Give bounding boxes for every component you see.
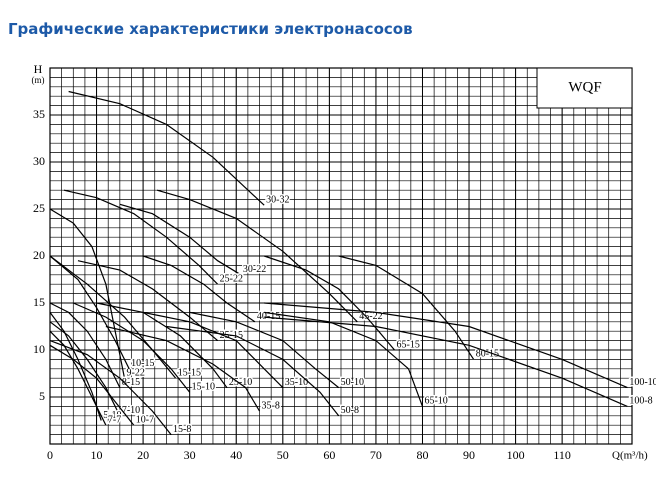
pump-curve — [73, 302, 191, 393]
x-tick-label: 50 — [277, 448, 289, 462]
pump-curve — [166, 325, 340, 417]
curve-label: 35-10 — [285, 377, 308, 388]
pump-curve — [49, 255, 130, 370]
pump-curve — [156, 189, 358, 323]
pump-curve — [263, 255, 396, 351]
curve-label: 40-15 — [257, 311, 280, 322]
y-tick-label: 15 — [33, 295, 45, 309]
pump-curve — [49, 340, 172, 435]
x-tick-label: 60 — [323, 448, 335, 462]
curve-label: 5-10 — [103, 410, 121, 421]
curve-label: 35-8 — [262, 400, 280, 411]
model-box — [536, 67, 633, 109]
curve-label: 25-22 — [220, 273, 243, 284]
curve-label: 15-8 — [173, 424, 191, 435]
curve-label: 7-7 — [108, 414, 121, 425]
pump-curve — [142, 255, 256, 323]
x-axis-label: Q(m³/h) — [612, 450, 648, 462]
pump-curve — [68, 90, 265, 206]
pump-curve — [49, 255, 177, 379]
pump-curve — [105, 325, 261, 412]
pump-curve — [49, 321, 121, 417]
pump-curve — [49, 344, 135, 426]
x-tick-label: 30 — [184, 448, 196, 462]
curve-label: 80-15 — [476, 349, 499, 360]
pump-curve — [63, 189, 219, 285]
y-tick-label: 20 — [33, 248, 45, 262]
x-tick-label: 10 — [91, 448, 103, 462]
model-label: WQF — [568, 79, 601, 95]
pump-curve — [143, 311, 284, 389]
x-tick-label: 40 — [230, 448, 242, 462]
x-tick-label: 70 — [370, 448, 382, 462]
curve-label: 30-32 — [266, 195, 289, 206]
y-tick-label: 35 — [33, 107, 45, 121]
x-tick-label: 90 — [463, 448, 475, 462]
x-tick-label: 80 — [416, 448, 428, 462]
pump-curve — [119, 203, 242, 276]
pump-curve — [77, 260, 219, 342]
x-tick-label: 100 — [507, 448, 525, 462]
y-tick-label: 30 — [33, 154, 45, 168]
pump-curve — [264, 302, 628, 389]
curve-label: 65-10 — [424, 396, 447, 407]
pump-curve — [49, 312, 102, 421]
pump-curve — [264, 316, 628, 407]
pump-curve — [96, 302, 228, 388]
y-axis-unit: (m) — [32, 75, 45, 85]
y-axis-label: H — [34, 62, 43, 76]
curve-label: 9-22 — [126, 367, 144, 378]
x-tick-label: 0 — [47, 448, 53, 462]
curve-label: 8-15 — [122, 377, 140, 388]
curve-label: 100-8 — [629, 396, 652, 407]
curve-label: 10-7 — [136, 414, 154, 425]
y-tick-label: 10 — [33, 342, 45, 356]
curve-label: 50-8 — [341, 405, 359, 416]
y-tick-label: 5 — [39, 389, 45, 403]
pump-curve — [338, 255, 475, 360]
curve-label: 65-15 — [397, 339, 420, 350]
pump-curve — [49, 330, 107, 426]
pump-curve — [49, 302, 121, 388]
curve-label: 50-10 — [341, 377, 364, 388]
curve-label: 15-10 — [192, 382, 215, 393]
curve-label: 30-22 — [243, 264, 266, 275]
x-tick-label: 110 — [553, 448, 571, 462]
curve-label: 15-15 — [178, 367, 201, 378]
pump-curve — [189, 311, 340, 389]
curve-label: 100-10 — [629, 377, 656, 388]
chart-title: Графические характеристики электронасосо… — [8, 20, 413, 38]
y-tick-label: 25 — [33, 201, 45, 215]
pump-curve — [264, 311, 424, 407]
curve-label: 10-15 — [131, 358, 154, 369]
x-tick-label: 20 — [137, 448, 149, 462]
